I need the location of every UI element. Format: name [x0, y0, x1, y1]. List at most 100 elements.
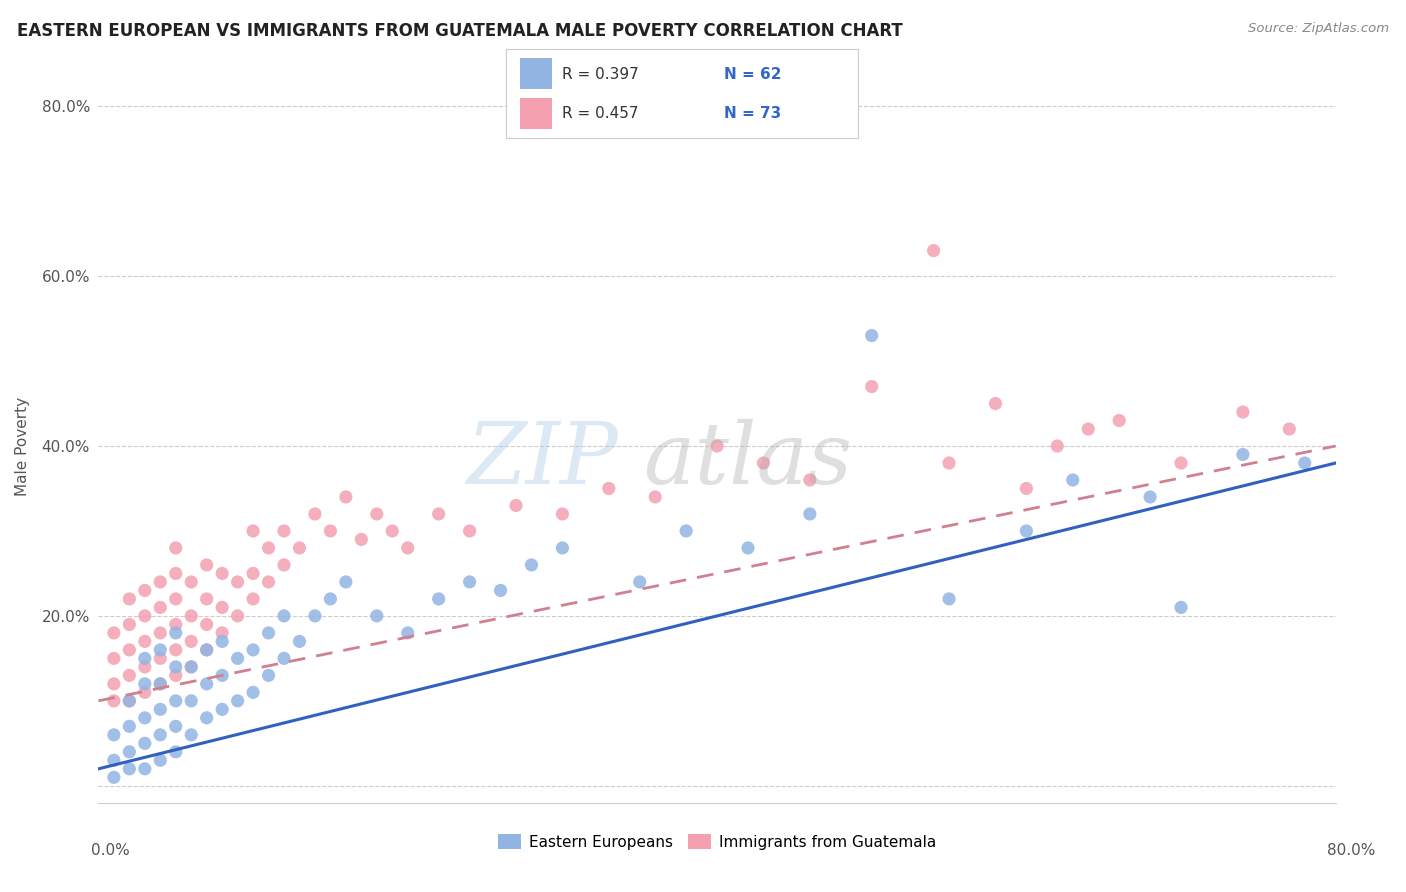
Text: R = 0.457: R = 0.457: [562, 106, 638, 120]
Point: [134, 634, 156, 648]
Point: [134, 660, 156, 674]
Point: [211, 600, 233, 615]
Point: [165, 626, 187, 640]
Point: [103, 626, 125, 640]
Text: 80.0%: 80.0%: [1327, 843, 1375, 858]
Point: [195, 558, 218, 572]
Point: [242, 524, 264, 538]
Point: [257, 626, 280, 640]
Point: [226, 574, 249, 589]
Point: [257, 668, 280, 682]
Point: [165, 591, 187, 606]
Point: [149, 753, 172, 767]
Text: 0.0%: 0.0%: [91, 843, 131, 858]
Point: [149, 626, 172, 640]
Point: [922, 244, 945, 258]
Point: [165, 660, 187, 674]
Point: [180, 660, 202, 674]
Point: [366, 507, 388, 521]
Point: [737, 541, 759, 555]
Point: [134, 736, 156, 750]
Point: [396, 626, 419, 640]
Point: [984, 396, 1007, 410]
Point: [165, 566, 187, 581]
Point: [149, 600, 172, 615]
Point: [149, 728, 172, 742]
Point: [149, 702, 172, 716]
Point: [195, 591, 218, 606]
FancyBboxPatch shape: [520, 58, 551, 89]
Point: [427, 507, 450, 521]
Point: [242, 685, 264, 699]
Point: [1170, 456, 1192, 470]
Point: [1015, 524, 1038, 538]
Point: [149, 574, 172, 589]
Point: [938, 591, 960, 606]
Point: [799, 473, 821, 487]
Point: [520, 558, 543, 572]
Point: [180, 728, 202, 742]
Point: [118, 694, 141, 708]
Point: [180, 694, 202, 708]
Point: [273, 651, 295, 665]
Point: [335, 490, 357, 504]
Point: [628, 574, 651, 589]
Point: [103, 651, 125, 665]
Point: [860, 328, 883, 343]
Text: ZIP: ZIP: [467, 419, 619, 501]
Point: [381, 524, 404, 538]
Point: [211, 634, 233, 648]
Point: [489, 583, 512, 598]
Point: [103, 770, 125, 784]
Text: R = 0.397: R = 0.397: [562, 67, 640, 81]
Point: [273, 558, 295, 572]
Point: [134, 711, 156, 725]
Point: [675, 524, 697, 538]
Point: [211, 566, 233, 581]
Point: [180, 660, 202, 674]
Point: [427, 591, 450, 606]
Point: [149, 677, 172, 691]
Point: [118, 762, 141, 776]
Point: [180, 608, 202, 623]
Point: [242, 566, 264, 581]
Point: [1232, 448, 1254, 462]
Point: [118, 643, 141, 657]
Point: [752, 456, 775, 470]
Point: [149, 643, 172, 657]
Point: [1108, 413, 1130, 427]
Point: [644, 490, 666, 504]
Y-axis label: Male Poverty: Male Poverty: [15, 396, 31, 496]
Point: [242, 591, 264, 606]
Point: [103, 753, 125, 767]
Point: [165, 617, 187, 632]
Point: [118, 591, 141, 606]
Point: [165, 745, 187, 759]
Point: [118, 745, 141, 759]
Point: [134, 677, 156, 691]
Point: [165, 541, 187, 555]
Point: [165, 694, 187, 708]
Point: [458, 524, 481, 538]
Point: [1077, 422, 1099, 436]
Point: [211, 702, 233, 716]
Point: [195, 617, 218, 632]
Point: [1170, 600, 1192, 615]
Point: [288, 541, 311, 555]
Point: [103, 694, 125, 708]
Point: [165, 643, 187, 657]
Point: [195, 643, 218, 657]
Point: [134, 651, 156, 665]
Point: [273, 608, 295, 623]
Point: [304, 507, 326, 521]
Point: [134, 685, 156, 699]
Point: [257, 541, 280, 555]
Point: [180, 574, 202, 589]
Point: [350, 533, 373, 547]
Point: [273, 524, 295, 538]
Point: [134, 583, 156, 598]
Point: [226, 651, 249, 665]
Point: [257, 574, 280, 589]
FancyBboxPatch shape: [520, 98, 551, 129]
Point: [1046, 439, 1069, 453]
